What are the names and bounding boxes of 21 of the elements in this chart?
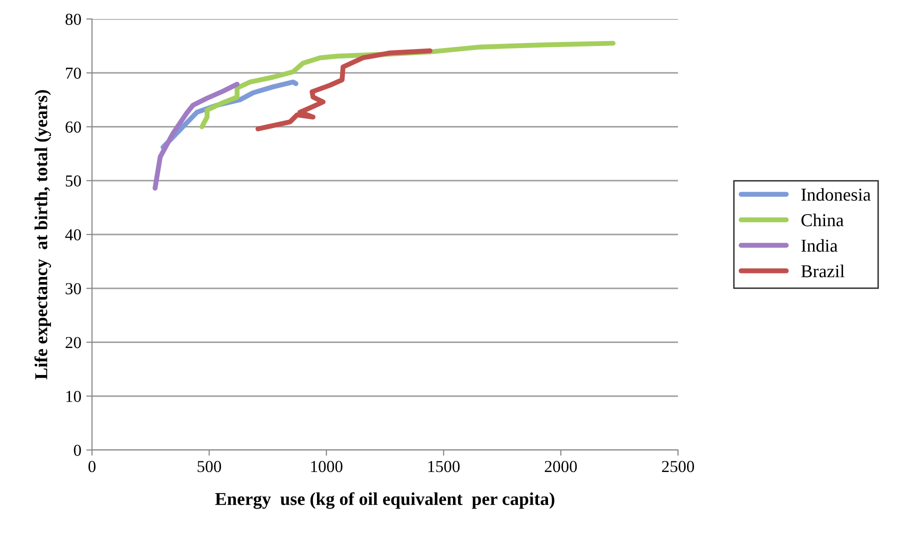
x-tick-label: 2000 — [544, 460, 577, 472]
legend-label: Indonesia — [801, 188, 871, 201]
y-tick-label: 60 — [66, 121, 81, 133]
y-tick-label: 20 — [66, 336, 81, 348]
x-tick-label: 2500 — [662, 460, 694, 472]
x-tick-label: 1000 — [311, 460, 342, 472]
y-tick-label: 0 — [74, 444, 81, 456]
y-tick-label: 40 — [65, 229, 81, 240]
y-tick-label: 30 — [66, 283, 81, 294]
legend-label: China — [801, 214, 844, 226]
y-tick-label: 10 — [66, 390, 81, 402]
x-tick-label: 500 — [198, 460, 222, 472]
x-axis-title: Energy use (kg of oil equivalent per capita) — [215, 492, 554, 509]
y-axis-title: Life expectancy at birth, total (years) — [34, 90, 52, 380]
legend-label: Brazil — [801, 264, 844, 278]
x-tick-label: 1500 — [428, 460, 460, 472]
legend-label: India — [801, 239, 838, 252]
y-tick-label: 70 — [66, 68, 81, 79]
x-tick-label: 0 — [88, 460, 96, 472]
y-tick-label: 50 — [66, 175, 81, 187]
y-tick-label: 80 — [66, 14, 81, 25]
